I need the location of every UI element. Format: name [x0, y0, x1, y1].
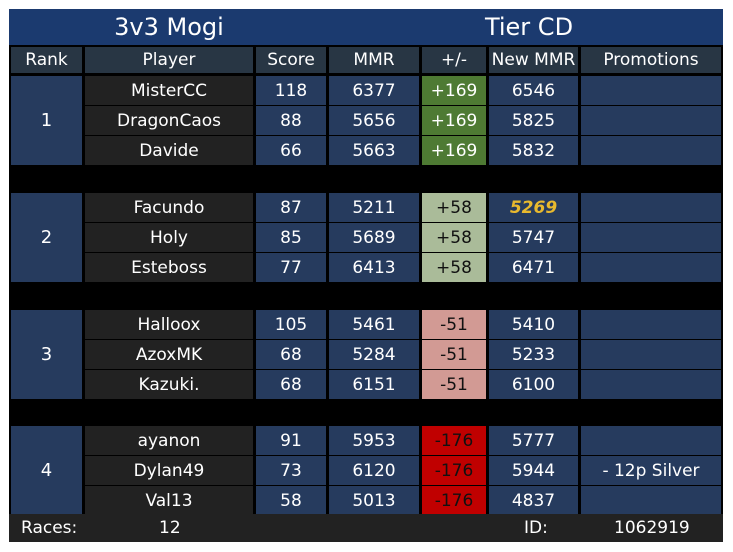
- player-name: AzoxMK: [85, 340, 253, 369]
- mmr-change-cell: -176: [422, 456, 486, 485]
- player-name: Halloox: [85, 310, 253, 339]
- new-mmr-cell: 5747: [489, 223, 578, 252]
- player-name: Holy: [85, 223, 253, 252]
- mmr-change-cell: -51: [422, 310, 486, 339]
- new-mmr-cell: 5777: [489, 426, 578, 455]
- promotion-cell: [581, 340, 721, 369]
- player-name: ayanon: [85, 426, 253, 455]
- footer-bar: [9, 514, 723, 542]
- rank-cell: 4: [11, 426, 82, 515]
- new-mmr-cell: 6471: [489, 253, 578, 282]
- mmr-change-cell: +58: [422, 223, 486, 252]
- promotion-cell: [581, 370, 721, 399]
- mmr-change-cell: -176: [422, 486, 486, 515]
- mmr-change-cell: -51: [422, 370, 486, 399]
- mmr-change-cell: +169: [422, 136, 486, 165]
- mmr-change-cell: +58: [422, 193, 486, 222]
- score-cell: 118: [256, 76, 326, 105]
- promotion-cell: [581, 136, 721, 165]
- score-cell: 91: [256, 426, 326, 455]
- id-value: 1062919: [614, 518, 690, 538]
- score-cell: 58: [256, 486, 326, 515]
- id-label: ID:: [524, 518, 548, 538]
- title-bar: 3v3 Mogi Tier CD: [9, 9, 723, 45]
- player-name: Davide: [85, 136, 253, 165]
- mmr-cell: 5663: [329, 136, 419, 165]
- mmr-cell: 5461: [329, 310, 419, 339]
- new-mmr-cell: 6100: [489, 370, 578, 399]
- promotion-cell: [581, 253, 721, 282]
- header-score: Score: [256, 47, 326, 73]
- mmr-change-cell: -51: [422, 340, 486, 369]
- score-cell: 88: [256, 106, 326, 135]
- mmr-change-cell: +58: [422, 253, 486, 282]
- score-cell: 77: [256, 253, 326, 282]
- promotion-cell: - 12p Silver: [581, 456, 721, 485]
- new-mmr-cell: 5944: [489, 456, 578, 485]
- promotion-cell: [581, 193, 721, 222]
- header-new-mmr: New MMR: [489, 47, 578, 73]
- mmr-cell: 5284: [329, 340, 419, 369]
- mmr-cell: 5013: [329, 486, 419, 515]
- new-mmr-cell: 5233: [489, 340, 578, 369]
- tier-title: Tier CD: [484, 13, 574, 41]
- mmr-cell: 5656: [329, 106, 419, 135]
- player-name: Kazuki.: [85, 370, 253, 399]
- new-mmr-cell: 4837: [489, 486, 578, 515]
- promotion-cell: [581, 310, 721, 339]
- mogi-results-table: 3v3 Mogi Tier CD Rank Player Score MMR +/- Ne…: [9, 9, 723, 542]
- races-label: Races:: [21, 518, 78, 538]
- mmr-cell: 6413: [329, 253, 419, 282]
- format-title: 3v3 Mogi: [114, 13, 224, 41]
- header-player: Player: [85, 47, 253, 73]
- score-cell: 68: [256, 340, 326, 369]
- promotion-cell: [581, 76, 721, 105]
- rank-cell: 3: [11, 310, 82, 399]
- score-cell: 68: [256, 370, 326, 399]
- mmr-cell: 6151: [329, 370, 419, 399]
- promotion-cell: [581, 223, 721, 252]
- mmr-cell: 5689: [329, 223, 419, 252]
- header-delta: +/-: [422, 47, 486, 73]
- new-mmr-cell: 5410: [489, 310, 578, 339]
- promotion-cell: [581, 426, 721, 455]
- mmr-cell: 6120: [329, 456, 419, 485]
- player-name: Esteboss: [85, 253, 253, 282]
- new-mmr-cell: 5832: [489, 136, 578, 165]
- score-cell: 66: [256, 136, 326, 165]
- mmr-cell: 6377: [329, 76, 419, 105]
- player-name: Facundo: [85, 193, 253, 222]
- player-name: MisterCC: [85, 76, 253, 105]
- promotion-cell: [581, 106, 721, 135]
- player-name: Dylan49: [85, 456, 253, 485]
- player-name: DragonCaos: [85, 106, 253, 135]
- new-mmr-cell: 5269: [489, 193, 578, 222]
- score-cell: 73: [256, 456, 326, 485]
- mmr-cell: 5211: [329, 193, 419, 222]
- player-name: Val13: [85, 486, 253, 515]
- header-mmr: MMR: [329, 47, 419, 73]
- rank-cell: 2: [11, 193, 82, 282]
- new-mmr-cell: 5825: [489, 106, 578, 135]
- mmr-change-cell: +169: [422, 76, 486, 105]
- rank-cell: 1: [11, 76, 82, 165]
- header-promotions: Promotions: [581, 47, 721, 73]
- promotion-cell: [581, 486, 721, 515]
- races-value: 12: [159, 518, 181, 538]
- score-cell: 105: [256, 310, 326, 339]
- mmr-cell: 5953: [329, 426, 419, 455]
- score-cell: 85: [256, 223, 326, 252]
- mmr-change-cell: -176: [422, 426, 486, 455]
- new-mmr-cell: 6546: [489, 76, 578, 105]
- score-cell: 87: [256, 193, 326, 222]
- mmr-change-cell: +169: [422, 106, 486, 135]
- header-rank: Rank: [11, 47, 82, 73]
